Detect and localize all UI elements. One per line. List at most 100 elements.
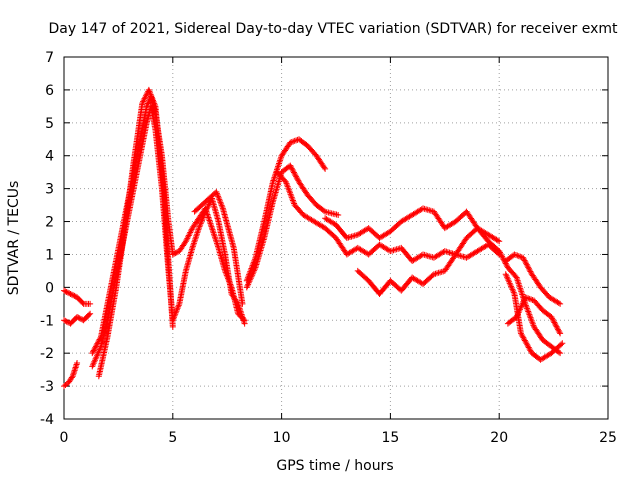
data-point-fill bbox=[200, 213, 207, 220]
data-point-fill bbox=[216, 197, 223, 204]
data-point bbox=[520, 254, 527, 261]
data-point-fill bbox=[555, 299, 562, 306]
x-tick-label: 25 bbox=[599, 430, 617, 446]
axis-ticks: 0 5 10 15 20 25 -4 -3 -2 -1 0 1 2 3 4 5 6 7 bbox=[40, 50, 617, 446]
data-point-fill bbox=[523, 294, 530, 301]
data-point-fill bbox=[293, 174, 300, 181]
x-axis-label: GPS time / hours bbox=[276, 458, 393, 474]
data-point bbox=[322, 165, 329, 172]
data-point-fill bbox=[275, 162, 282, 169]
data-point-fill bbox=[293, 173, 300, 180]
data-point-fill bbox=[151, 100, 158, 107]
data-point-fill bbox=[214, 191, 221, 198]
data-point-fill bbox=[290, 168, 297, 175]
data-point-fill bbox=[551, 319, 558, 326]
data-point-fill bbox=[525, 295, 532, 302]
data-point-fill bbox=[201, 211, 208, 218]
data-point bbox=[182, 238, 189, 245]
data-point-fill bbox=[90, 348, 97, 355]
data-point bbox=[202, 208, 209, 215]
data-point-fill bbox=[92, 343, 99, 350]
y-tick-label: 0 bbox=[45, 280, 54, 296]
data-point-fill bbox=[503, 261, 510, 268]
data-point-fill bbox=[234, 299, 241, 306]
x-tick-label: 0 bbox=[60, 430, 69, 446]
data-point-fill bbox=[185, 233, 192, 240]
data-point-fill bbox=[63, 288, 70, 295]
data-point bbox=[74, 360, 81, 367]
data-point-fill bbox=[75, 314, 82, 321]
data-point-fill bbox=[554, 326, 561, 333]
data-point-fill bbox=[288, 165, 295, 172]
data-point bbox=[189, 244, 196, 251]
data-point-fill bbox=[515, 253, 522, 260]
data-point bbox=[87, 310, 94, 317]
data-point bbox=[208, 225, 215, 232]
data-point-fill bbox=[140, 97, 147, 104]
data-point-fill bbox=[215, 193, 222, 200]
data-point-fill bbox=[190, 241, 197, 248]
data-point-fill bbox=[173, 306, 180, 313]
data-point-fill bbox=[517, 286, 524, 293]
data-point-fill bbox=[555, 327, 562, 334]
data-point-fill bbox=[147, 91, 154, 98]
data-point bbox=[67, 290, 74, 297]
data-point-fill bbox=[549, 316, 556, 323]
data-point-fill bbox=[197, 222, 204, 229]
data-point-fill bbox=[92, 344, 99, 351]
data-point-fill bbox=[171, 250, 178, 257]
data-point-fill bbox=[187, 229, 194, 236]
data-point-fill bbox=[144, 100, 151, 107]
data-point-fill bbox=[525, 264, 532, 271]
data-point-fill bbox=[203, 207, 210, 214]
data-point-fill bbox=[528, 296, 535, 303]
data-point bbox=[557, 330, 564, 337]
data-point-fill bbox=[194, 229, 201, 236]
data-point-fill bbox=[518, 289, 525, 296]
data-point-fill bbox=[150, 97, 157, 104]
data-point-fill bbox=[291, 170, 298, 177]
data-point-fill bbox=[549, 315, 556, 322]
data-points bbox=[61, 86, 566, 390]
data-point bbox=[169, 323, 176, 330]
data-point-fill bbox=[517, 253, 524, 260]
data-point bbox=[195, 225, 202, 232]
data-point-fill bbox=[211, 232, 218, 239]
data-point bbox=[511, 251, 518, 258]
data-point-fill bbox=[290, 138, 297, 145]
data-point-fill bbox=[192, 235, 199, 242]
data-point-fill bbox=[148, 92, 155, 99]
data-point-fill bbox=[172, 250, 179, 257]
data-point-fill bbox=[209, 226, 216, 233]
y-tick-label: -1 bbox=[40, 313, 54, 329]
data-point-fill bbox=[555, 349, 562, 356]
data-point bbox=[287, 139, 294, 146]
data-point bbox=[61, 287, 67, 294]
data-point-fill bbox=[290, 169, 297, 176]
y-tick-label: 5 bbox=[45, 116, 54, 132]
data-point-fill bbox=[289, 166, 296, 173]
data-point-fill bbox=[525, 265, 532, 272]
data-point-fill bbox=[277, 157, 284, 164]
y-tick-label: -4 bbox=[40, 412, 54, 428]
data-point-fill bbox=[149, 95, 156, 102]
data-point-fill bbox=[518, 288, 525, 295]
data-point-fill bbox=[499, 255, 506, 262]
data-point-fill bbox=[515, 279, 522, 286]
data-point-fill bbox=[209, 228, 216, 235]
data-point-fill bbox=[187, 228, 194, 235]
data-point bbox=[213, 188, 220, 195]
data-point-fill bbox=[200, 214, 207, 221]
data-point-fill bbox=[210, 229, 217, 236]
plot-frame bbox=[63, 56, 609, 420]
data-point-fill bbox=[494, 237, 501, 244]
data-point-fill bbox=[523, 260, 530, 267]
y-tick-label: 4 bbox=[45, 149, 54, 165]
data-point-fill bbox=[148, 94, 155, 101]
data-point-fill bbox=[90, 347, 97, 354]
data-point bbox=[559, 340, 566, 347]
data-point bbox=[239, 300, 246, 307]
data-point-fill bbox=[215, 194, 222, 201]
data-point-fill bbox=[185, 232, 192, 239]
